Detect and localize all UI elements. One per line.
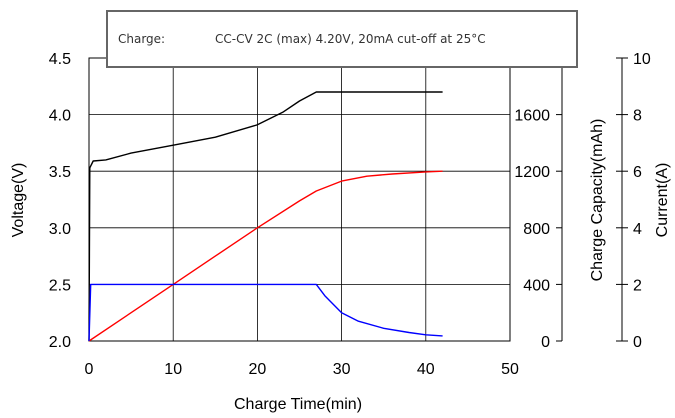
- voltage-tick-label: 4.0: [49, 108, 71, 125]
- x-tick-labels: 0 10 20 30 40 50: [85, 361, 519, 378]
- voltage-tick-label: 3.5: [49, 164, 71, 181]
- current-tick-label: 4: [633, 221, 642, 238]
- annotation-box: Charge: CC-CV 2C (max) 4.20V, 20mA cut-o…: [106, 10, 578, 68]
- current-tick-label: 10: [633, 51, 651, 68]
- capacity-series-line: [88, 170, 443, 342]
- x-tick-label: 0: [85, 361, 94, 378]
- voltage-axis-label: Voltage(V): [10, 163, 27, 238]
- annotation-label: Charge:: [118, 32, 165, 46]
- current-series-line: [88, 283, 443, 342]
- x-tick-label: 50: [501, 361, 519, 378]
- x-tick-label: 40: [417, 361, 435, 378]
- voltage-tick-label: 4.5: [49, 51, 71, 68]
- current-axis-label: Current(A): [654, 163, 671, 238]
- voltage-tick-labels: 2.0 2.5 3.0 3.5 4.0 4.5: [49, 51, 71, 351]
- capacity-tick-label: 1600: [514, 108, 550, 125]
- voltage-series-line: [88, 91, 443, 342]
- x-tick-label: 20: [249, 361, 267, 378]
- capacity-tick-labels: 0400800120016002000: [514, 51, 562, 351]
- voltage-tick-label: 3.0: [49, 221, 71, 238]
- capacity-tick-label: 400: [523, 277, 550, 294]
- current-tick-label: 2: [633, 277, 642, 294]
- x-tick-label: 30: [333, 361, 351, 378]
- x-axis-label: Charge Time(min): [234, 396, 362, 413]
- capacity-tick-label: 1200: [514, 164, 550, 181]
- x-tick-label: 10: [164, 361, 182, 378]
- series-layer: [88, 91, 443, 342]
- current-tick-label: 6: [633, 164, 642, 181]
- capacity-tick-label: 800: [523, 221, 550, 238]
- voltage-tick-label: 2.5: [49, 277, 71, 294]
- voltage-tick-label: 2.0: [49, 334, 71, 351]
- capacity-tick-label: 0: [541, 334, 550, 351]
- capacity-axis-label: Charge Capacity(mAh): [589, 119, 606, 282]
- current-tick-label: 0: [633, 334, 642, 351]
- current-tick-labels: 0 2 4 6 8 10: [616, 51, 651, 351]
- current-tick-label: 8: [633, 108, 642, 125]
- annotation-text: CC-CV 2C (max) 4.20V, 20mA cut-off at 25…: [215, 32, 486, 46]
